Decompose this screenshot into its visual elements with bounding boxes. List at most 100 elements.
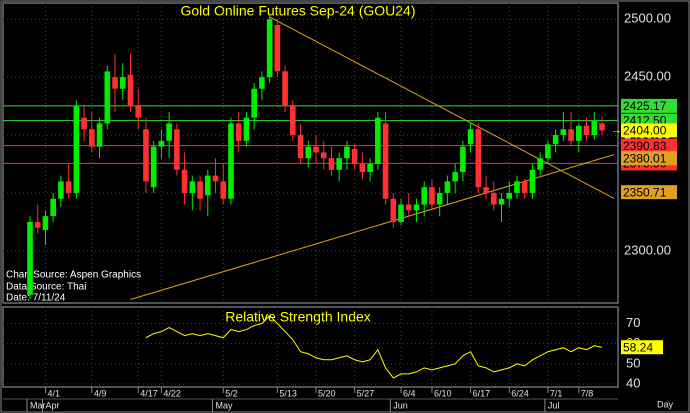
price-tag-box [621,123,677,138]
candle-body [460,146,466,173]
month-label: Jul [548,400,560,410]
candle-body [259,77,265,89]
y-tick-label: 2500.00 [624,11,671,26]
candle-body [158,140,165,147]
candle-body [313,146,319,153]
candle-body [475,129,482,188]
x-tick-label: 5/20 [318,388,336,398]
candle-body [375,117,381,165]
candle-body [560,129,567,136]
trend-tag-box [621,185,677,200]
trend-tag-text: 2350.71 [623,185,667,199]
candle-body [119,77,126,89]
candle-body [104,71,111,124]
candle-body [235,123,242,141]
price-tag-text: 2404.00 [623,124,667,138]
x-tick-label: 5/2 [225,388,238,398]
candle-body [220,181,227,199]
candle-body [529,169,536,193]
candle-body [166,123,172,141]
candle-body [228,123,234,199]
y-tick-label: 2300.00 [624,242,671,257]
candle-body [274,25,281,72]
rsi-tick-label: 70 [626,315,640,330]
candle-body [65,181,72,193]
y-tick-label: 2450.00 [624,69,671,84]
candle-body [89,129,95,147]
month-label: May [216,400,234,410]
candle-body [344,146,350,159]
candle-body [382,123,389,199]
candle-body [189,181,196,193]
candle-body [498,198,505,205]
candle-body [58,181,64,199]
x-tick-label: 4/17 [140,388,158,398]
candle-body [127,74,134,107]
candle-body [73,106,80,193]
price-arrow: → [611,124,622,136]
candle-body [421,187,428,205]
level-tag-box [621,98,677,113]
month-label: Jun [393,400,408,410]
candle-body [483,187,489,193]
candle-body [490,192,497,205]
x-tick-label: 4/1 [47,388,60,398]
candle-body [42,216,49,231]
chart-title: Gold Online Futures Sep-24 (GOU24) [181,3,416,19]
candle-body [282,71,288,107]
candle-body [197,181,203,199]
level-tag-text: 2390.83 [623,139,667,153]
candle-body [336,158,342,170]
candle-body [599,123,605,131]
candle-body [112,77,118,89]
rsi-tick-label: 50 [626,355,640,370]
x-tick-label: 4/9 [94,388,107,398]
candle-body [305,146,312,159]
candle-body [521,181,528,193]
price-panel [2,2,619,304]
candle-body [405,204,412,211]
candle-body [174,129,180,170]
x-tick-label: 7/1 [550,388,563,398]
candle-body [50,198,56,217]
candle-body [452,172,458,182]
candle-body [506,192,513,199]
x-tick-label: 6/17 [473,388,491,398]
candle-body [290,106,296,136]
candle-body [545,144,551,159]
rsi-panel [2,306,619,388]
x-tick-label: 4/22 [163,388,181,398]
rsi-tick-label: 40 [626,375,640,390]
month-label: Apr [45,400,59,410]
candle-body [181,169,188,193]
annotation: Date: 7/11/24 [6,293,66,304]
candle-body [568,129,574,141]
candle-body [444,181,451,193]
candle-body [320,152,327,159]
candle-body [576,125,582,141]
candle-body [436,192,443,205]
trend-tag-text: 2380.01 [623,151,667,165]
day-label: Day [657,399,674,409]
candle-body [359,164,366,173]
candle-body [297,135,304,159]
candle-body [251,88,257,118]
month-label: Mar [30,400,46,410]
x-tick-label: 5/27 [357,388,375,398]
candle-body [429,187,435,205]
candle-body [243,117,250,141]
rsi-line [145,314,603,379]
annotation: Chart Source: Aspen Graphics [6,270,141,281]
candle-body [583,125,590,136]
x-tick-label: 6/10 [434,388,452,398]
candle-body [328,158,335,170]
x-tick-label: 6/24 [511,388,529,398]
level-tag-box [621,138,677,153]
trend-tag-box [621,151,677,166]
candle-body [552,135,559,145]
candle-body [204,175,211,196]
candle-body [96,123,103,147]
